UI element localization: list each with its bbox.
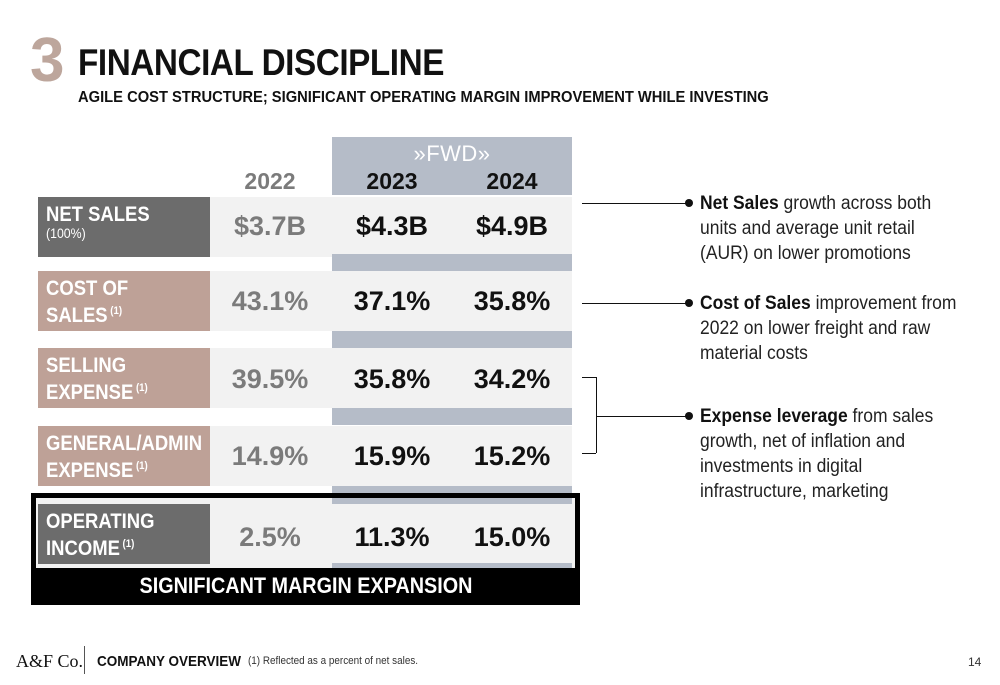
footer-title: COMPANY OVERVIEW [97, 653, 242, 670]
footer-divider [84, 646, 85, 674]
highlight-caption: SIGNIFICANT MARGIN EXPANSION [31, 572, 580, 600]
footnote: (1) Reflected as a percent of net sales. [248, 655, 419, 667]
row-background [210, 271, 572, 331]
connector-line [582, 303, 687, 304]
row-label-general-admin-expense: GENERAL/ADMIN EXPENSE (1) [38, 426, 210, 486]
value-net-sales-2023: $4.3B [355, 211, 429, 241]
year-header-2022: 2022 [244, 168, 296, 194]
value-selling-expense-2023: 35.8% [353, 364, 431, 394]
footnote-marker: (1) [135, 382, 148, 394]
row-label-selling-expense: SELLING EXPENSE (1) [38, 348, 210, 408]
row-label-net-sales: NET SALES (100%) [38, 197, 210, 257]
highlight-caption-text: SIGNIFICANT MARGIN EXPANSION [139, 573, 472, 598]
fwd-separator [332, 563, 572, 568]
section-number: 3 [30, 26, 64, 95]
row-label-text: OPERATING [46, 510, 155, 533]
row-background [210, 348, 572, 408]
year-header-2024: 2024 [486, 168, 538, 194]
row-label-text: GENERAL/ADMIN [46, 432, 203, 455]
fwd-separator [332, 408, 572, 425]
footnote-marker: (1) [122, 538, 135, 550]
value-net-sales-2024: $4.9B [475, 211, 549, 241]
row-label-text: SALES [46, 304, 108, 327]
bullet-text: from sales growth, net of inflation and … [700, 406, 934, 502]
bracket-top [582, 377, 596, 378]
value-general-admin-2024: 15.2% [473, 441, 551, 471]
value-operating-income-2024: 15.0% [473, 522, 551, 552]
value-general-admin-2023: 15.9% [353, 441, 431, 471]
fwd-separator [332, 498, 572, 504]
row-label-text: INCOME [46, 537, 120, 560]
value-net-sales-2022: $3.7B [233, 211, 307, 241]
bullet-bold: Cost of Sales [700, 293, 811, 314]
value-operating-income-2022: 2.5% [239, 522, 301, 552]
bullet-dot [685, 412, 693, 420]
value-selling-expense-2024: 34.2% [473, 364, 551, 394]
page-subtitle: AGILE COST STRUCTURE; SIGNIFICANT OPERAT… [78, 89, 769, 106]
bullet-bold: Net Sales [700, 193, 779, 214]
bullet-dot [685, 199, 693, 207]
footnote-marker: (1) [135, 460, 148, 472]
value-general-admin-2022: 14.9% [231, 441, 309, 471]
page-number: 14 [968, 655, 982, 669]
row-label-text: SELLING [46, 354, 127, 377]
value-cost-of-sales-2023: 37.1% [353, 286, 431, 316]
bullet-text: growth across both units and average uni… [700, 193, 932, 264]
row-label-sub: (100%) [46, 225, 86, 241]
page-title: FINANCIAL DISCIPLINE [78, 42, 444, 83]
row-background [210, 197, 572, 257]
value-operating-income-2023: 11.3% [354, 522, 430, 552]
company-logo: A&F Co. [16, 651, 84, 671]
fwd-separator [332, 486, 572, 493]
connector-line [596, 416, 687, 417]
value-cost-of-sales-2024: 35.8% [473, 286, 551, 316]
row-label-text: NET SALES [46, 203, 150, 226]
fwd-band [332, 137, 572, 195]
fwd-separator [332, 331, 572, 348]
row-label-text: EXPENSE [46, 381, 134, 404]
bullet-text: improvement from 2022 on lower freight a… [700, 293, 957, 364]
bullet-expense-leverage: Expense leverage from sales growth, net … [700, 404, 960, 504]
row-label-text: EXPENSE [46, 459, 134, 482]
bullet-dot [685, 299, 693, 307]
value-cost-of-sales-2022: 43.1% [231, 286, 309, 316]
value-selling-expense-2022: 39.5% [231, 364, 309, 394]
row-label-cost-of-sales: COST OF SALES (1) [38, 271, 210, 331]
bullet-cost-of-sales: Cost of Sales improvement from 2022 on l… [700, 291, 960, 366]
bracket-bottom [582, 453, 596, 454]
row-label-text: COST OF [46, 277, 129, 300]
bullet-net-sales: Net Sales growth across both units and a… [700, 191, 960, 266]
year-header-2023: 2023 [366, 168, 418, 194]
row-label-operating-income: OPERATING INCOME (1) [38, 504, 210, 564]
fwd-logo: »FWD» [413, 141, 491, 166]
bracket-vertical [596, 377, 597, 453]
footnote-marker: (1) [110, 305, 123, 317]
connector-line [582, 203, 687, 204]
row-background [210, 426, 572, 486]
bullet-bold: Expense leverage [700, 406, 848, 427]
fwd-separator [332, 254, 572, 271]
